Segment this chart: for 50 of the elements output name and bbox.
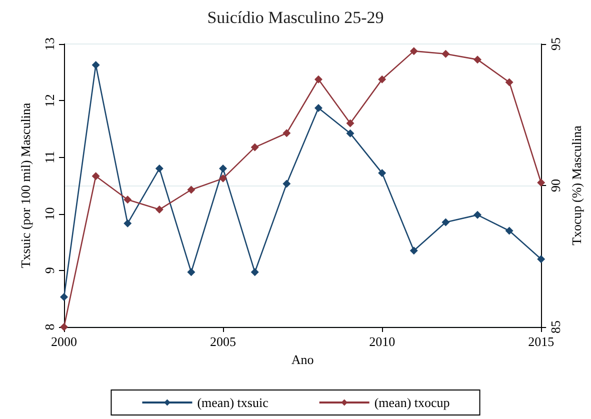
point	[314, 75, 322, 84]
point	[250, 143, 259, 152]
point	[92, 60, 100, 69]
point	[378, 75, 386, 84]
point	[250, 268, 259, 276]
point	[282, 129, 291, 138]
y2-axis-title: Txocup (%) Masculina	[569, 125, 584, 246]
x-tick-label: 2000	[51, 334, 77, 349]
y-tick-label: 9	[42, 267, 57, 274]
legend-label: (mean) txsuic	[197, 395, 269, 410]
point	[155, 206, 164, 214]
y-tick-label: 12	[42, 94, 57, 108]
point	[124, 196, 132, 204]
point	[187, 268, 196, 276]
point	[219, 174, 228, 182]
point	[155, 164, 164, 173]
x-axis-title: Ano	[291, 352, 314, 367]
point	[410, 47, 418, 56]
point	[124, 219, 132, 228]
y2-tick-label: 85	[548, 320, 564, 334]
x-tick-label: 2005	[210, 334, 236, 349]
point	[410, 246, 418, 255]
y2-tick-label: 95	[548, 38, 564, 50]
point	[314, 104, 322, 112]
point	[442, 50, 450, 58]
x-tick-label: 2010	[369, 334, 396, 349]
point	[442, 218, 450, 226]
point	[92, 172, 100, 180]
point	[346, 129, 354, 138]
y-tick-label: 8	[42, 324, 57, 330]
point	[346, 119, 354, 128]
y2-tick-label: 90	[548, 179, 564, 192]
point	[282, 180, 291, 188]
point	[378, 169, 386, 178]
point	[537, 255, 546, 264]
chart-title: Suicídio Masculino 25-29	[207, 8, 384, 27]
point	[505, 226, 514, 235]
point	[473, 56, 482, 64]
point	[473, 210, 482, 219]
y-tick-label: 10	[42, 207, 57, 220]
y-tick-label: 13	[42, 38, 57, 50]
point	[537, 178, 546, 187]
point	[219, 164, 228, 173]
point	[505, 78, 514, 86]
y-tick-label: 11	[42, 150, 57, 164]
legend-label: (mean) txocup	[374, 395, 450, 410]
x-tick-label: 2015	[528, 334, 554, 349]
point	[187, 186, 196, 194]
y-axis-title: Txsuic (por 100 mil) Masculina	[18, 102, 33, 268]
point	[60, 293, 68, 301]
